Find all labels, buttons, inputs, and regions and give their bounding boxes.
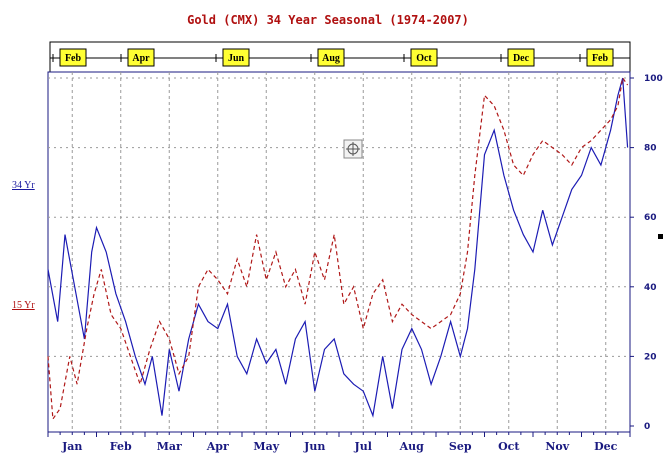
compass-icon: [343, 139, 363, 159]
y-tick-label: 100: [644, 74, 663, 84]
x-axis-tick-labels: Jan Feb Mar Apr May Jun Jul Aug Sep Oct Nov Dec: [61, 440, 618, 453]
grid-lines: [47, 72, 634, 437]
x-tick-label: Mar: [157, 440, 182, 453]
series-line-15yr: [47, 76, 629, 421]
x-tick-label: Sep: [449, 440, 472, 453]
series-line-34yr: [47, 77, 629, 418]
plot-frame: [47, 71, 631, 433]
x-tick-label: Feb: [110, 440, 132, 453]
y-axis-tick-labels: 0 20 40 60 80 100: [644, 74, 663, 432]
y-tick-label: 40: [644, 283, 657, 293]
top-month-box: [59, 48, 87, 67]
top-month-labels: Feb Apr Jun Aug Oct Dec Feb: [52, 48, 614, 67]
top-month-label: Apr: [132, 53, 150, 64]
top-month-label: Aug: [322, 53, 340, 64]
x-tick-label: Apr: [206, 440, 229, 453]
top-month-label: Feb: [65, 53, 82, 64]
chart-title: Gold (CMX) 34 Year Seasonal (1974-2007): [187, 13, 469, 27]
top-month-label: Dec: [513, 53, 530, 64]
top-month-label: Oct: [416, 53, 432, 64]
x-tick-label: Jul: [354, 440, 372, 453]
top-month-box: [410, 48, 438, 67]
series-lines: [47, 76, 629, 421]
legend-34yr: 34 Yr: [12, 180, 35, 191]
top-month-box: [222, 48, 250, 67]
top-month-box: [507, 48, 535, 67]
x-tick-label: Oct: [498, 440, 520, 453]
x-tick-label: Nov: [545, 440, 569, 453]
y-tick-label: 20: [644, 352, 657, 362]
top-month-box: [317, 48, 345, 67]
top-month-label: Jun: [228, 53, 245, 64]
y-tick-label: 80: [644, 144, 657, 154]
x-tick-label: Jun: [303, 440, 325, 453]
x-tick-label: Jan: [61, 440, 82, 453]
top-month-label: Feb: [592, 53, 609, 64]
y-tick-label: 60: [644, 213, 657, 223]
x-tick-label: Aug: [399, 440, 425, 453]
legend-15yr: 15 Yr: [12, 300, 35, 311]
x-tick-label: May: [253, 440, 279, 453]
right-edge-marker: [658, 234, 663, 239]
x-tick-label: Dec: [594, 440, 618, 453]
top-month-box: [127, 48, 155, 67]
top-month-box: [586, 48, 614, 67]
y-tick-label: 0: [644, 422, 650, 432]
